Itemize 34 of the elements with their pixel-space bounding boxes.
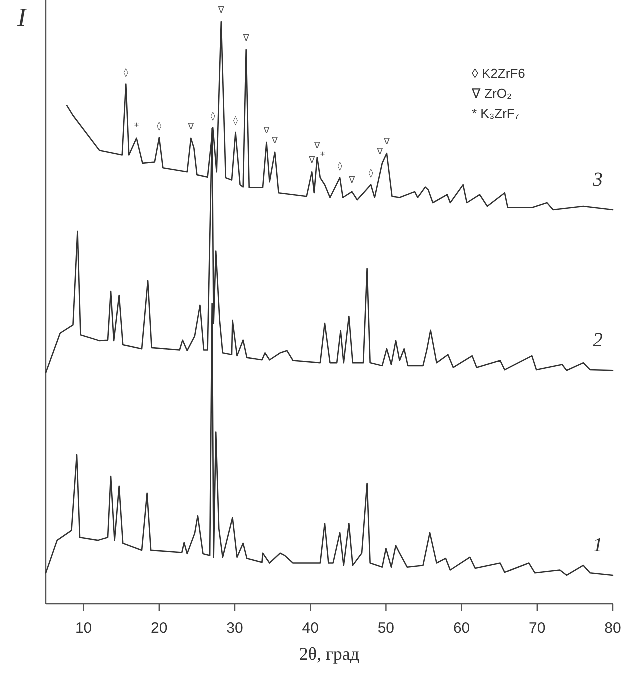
annotation: ∇ [187, 122, 196, 132]
annotation: * K₃ZrF₇ [472, 106, 520, 121]
annotation: * [320, 152, 326, 162]
annotation: ∇ [308, 156, 316, 166]
annotation: ◊ [210, 110, 216, 122]
annotation: * [134, 122, 140, 132]
x-tick-label: 70 [529, 620, 546, 637]
annotation: ◊ K2ZrF6 [472, 66, 526, 81]
x-tick-label: 60 [453, 620, 470, 637]
x-tick-label: 20 [151, 620, 168, 637]
annotation: ∇ [376, 147, 384, 158]
annotation: ◊ [124, 67, 129, 78]
annotation: ∇ [348, 176, 356, 186]
x-tick-label: 80 [604, 620, 622, 637]
x-tick-label: 30 [226, 620, 244, 637]
annotation: ∇ ZrO₂ [471, 86, 512, 101]
annotation: ◊ [338, 160, 343, 172]
annotation: ◊ [157, 120, 162, 132]
annotation: ∇ [242, 34, 250, 44]
x-tick-label: 10 [75, 620, 92, 637]
x-tick-label: 40 [302, 620, 319, 637]
annotation: ◊ [234, 116, 239, 127]
series-label: 2 [593, 330, 603, 352]
annotation: ◊ [368, 168, 374, 179]
annotation: ∇ [217, 6, 226, 16]
annotation: ∇ [313, 142, 322, 152]
series-label: 1 [593, 534, 603, 556]
annotation: ∇ [271, 136, 280, 146]
x-axis-title: 2θ, град [299, 644, 360, 664]
annotation: ∇ [382, 138, 391, 148]
series-label: 3 [592, 168, 603, 191]
x-tick-label: 50 [378, 620, 395, 637]
y-axis-title: I [16, 3, 28, 32]
annotation: ∇ [262, 126, 271, 136]
